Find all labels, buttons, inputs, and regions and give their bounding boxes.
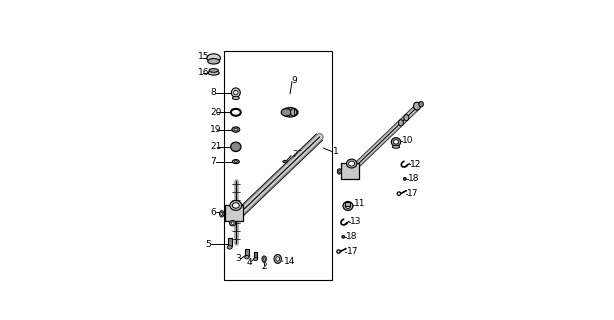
Ellipse shape bbox=[231, 142, 241, 151]
Ellipse shape bbox=[342, 235, 344, 238]
Ellipse shape bbox=[220, 211, 224, 217]
Ellipse shape bbox=[231, 222, 234, 224]
Ellipse shape bbox=[274, 254, 281, 263]
Text: 13: 13 bbox=[351, 218, 362, 227]
Ellipse shape bbox=[392, 145, 400, 148]
Text: 8: 8 bbox=[210, 88, 216, 97]
Ellipse shape bbox=[349, 161, 355, 166]
Text: 18: 18 bbox=[346, 232, 358, 241]
Ellipse shape bbox=[232, 160, 239, 164]
Ellipse shape bbox=[263, 258, 265, 260]
Ellipse shape bbox=[346, 159, 357, 168]
Ellipse shape bbox=[230, 201, 242, 210]
Ellipse shape bbox=[207, 54, 220, 62]
Text: 9: 9 bbox=[291, 76, 297, 85]
Bar bbox=[254, 252, 257, 259]
Ellipse shape bbox=[233, 90, 238, 95]
Ellipse shape bbox=[419, 101, 423, 107]
Ellipse shape bbox=[294, 110, 297, 115]
Ellipse shape bbox=[221, 212, 223, 216]
Ellipse shape bbox=[398, 120, 403, 126]
Ellipse shape bbox=[276, 257, 279, 261]
Ellipse shape bbox=[282, 108, 298, 117]
Text: 22: 22 bbox=[292, 150, 304, 159]
Ellipse shape bbox=[283, 160, 287, 163]
Ellipse shape bbox=[394, 140, 398, 144]
Ellipse shape bbox=[343, 202, 353, 210]
Text: 17: 17 bbox=[346, 247, 358, 256]
Bar bbox=[228, 238, 231, 246]
Text: 5: 5 bbox=[205, 240, 211, 249]
Text: 17: 17 bbox=[407, 189, 418, 198]
Ellipse shape bbox=[235, 161, 237, 163]
Ellipse shape bbox=[227, 246, 232, 249]
Text: 10: 10 bbox=[402, 136, 414, 145]
Ellipse shape bbox=[254, 258, 257, 261]
Ellipse shape bbox=[208, 59, 220, 64]
Text: 6: 6 bbox=[210, 208, 216, 217]
Ellipse shape bbox=[231, 88, 240, 97]
Text: 4: 4 bbox=[246, 258, 252, 267]
Bar bbox=[223, 51, 332, 280]
Ellipse shape bbox=[262, 256, 266, 262]
Ellipse shape bbox=[232, 97, 239, 100]
Ellipse shape bbox=[208, 71, 219, 75]
Bar bbox=[346, 202, 351, 206]
Bar bbox=[245, 249, 249, 256]
Ellipse shape bbox=[413, 102, 421, 110]
Text: 14: 14 bbox=[284, 257, 295, 266]
Ellipse shape bbox=[403, 177, 406, 180]
Text: 12: 12 bbox=[410, 160, 421, 169]
Ellipse shape bbox=[245, 255, 249, 259]
Ellipse shape bbox=[232, 127, 240, 132]
Ellipse shape bbox=[232, 111, 239, 114]
Text: 2: 2 bbox=[261, 262, 267, 271]
Bar bbox=[225, 205, 243, 221]
Ellipse shape bbox=[337, 169, 341, 174]
Text: 7: 7 bbox=[210, 157, 216, 166]
Ellipse shape bbox=[234, 128, 238, 131]
Text: 21: 21 bbox=[210, 142, 221, 151]
Text: 18: 18 bbox=[408, 174, 419, 183]
Ellipse shape bbox=[291, 108, 295, 116]
Ellipse shape bbox=[232, 203, 239, 208]
Text: 11: 11 bbox=[354, 199, 365, 209]
Ellipse shape bbox=[230, 220, 236, 226]
Text: 3: 3 bbox=[235, 254, 241, 263]
Text: 16: 16 bbox=[198, 68, 209, 77]
Bar bbox=[341, 163, 359, 179]
Ellipse shape bbox=[391, 138, 401, 146]
Ellipse shape bbox=[338, 170, 340, 173]
Text: 1: 1 bbox=[333, 147, 339, 156]
Ellipse shape bbox=[209, 68, 219, 72]
Ellipse shape bbox=[345, 204, 351, 208]
Ellipse shape bbox=[281, 108, 292, 116]
Text: 20: 20 bbox=[210, 108, 221, 117]
Text: 15: 15 bbox=[198, 52, 209, 61]
Text: 19: 19 bbox=[210, 125, 222, 134]
Ellipse shape bbox=[404, 115, 409, 121]
